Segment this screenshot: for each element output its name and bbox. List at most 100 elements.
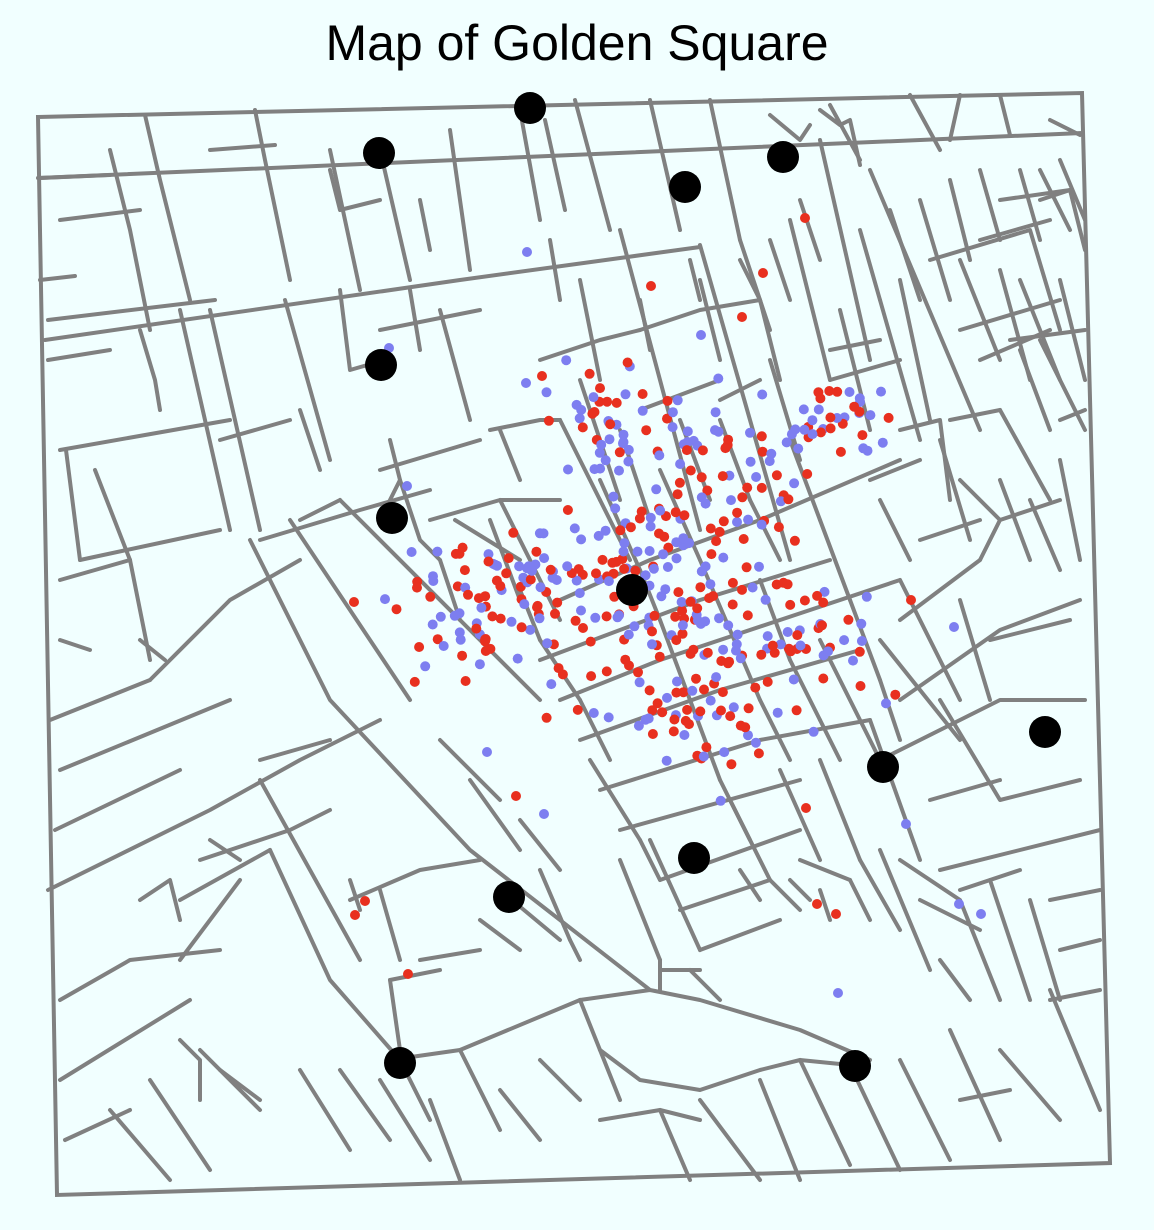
death-point-red [890,689,901,700]
death-point-blue [618,546,629,557]
street-segment [478,918,522,952]
death-point-red [545,564,556,575]
street-segment [598,1048,852,1092]
street-segment [688,968,722,1002]
death-point-red [647,729,658,739]
death-point-blue [718,644,729,655]
death-point-red [525,574,536,585]
death-point-blue [661,755,672,766]
death-point-blue [474,659,485,670]
street-segment [998,1048,1062,1122]
death-point-blue [745,427,755,438]
street-segment [958,258,1002,362]
street-segment [998,408,1052,502]
death-point-blue [647,639,657,650]
street-segment [498,1088,542,1142]
death-point-blue [743,514,754,525]
death-point-blue [576,605,586,616]
death-point-blue [435,611,446,622]
death-point-red [511,791,521,801]
death-point-red [615,525,626,536]
death-point-blue [715,795,726,806]
death-point-red [688,644,699,655]
death-point-blue [813,404,824,415]
death-point-blue [807,415,818,426]
street-segment [658,828,802,882]
death-point-blue [807,429,818,440]
death-point-red [601,666,612,677]
death-point-blue [428,571,438,582]
death-point-blue [788,674,799,685]
street-segment [138,878,182,922]
street-segment [818,108,862,167]
death-point-red [758,268,768,278]
death-point-blue [633,720,644,731]
street-segment [178,848,272,902]
death-point-blue [789,478,800,489]
death-point-red [625,522,636,533]
street-segment [918,898,982,932]
death-point-blue [844,387,855,397]
death-point-red [633,667,643,678]
street-segment [858,228,882,302]
street-segment [38,274,77,282]
death-point-red [543,415,554,426]
death-point-red [480,646,491,656]
street-segment [988,878,1032,1002]
death-point-red [756,431,767,442]
death-point-blue [723,620,734,631]
death-point-blue [833,988,843,998]
street-segment [588,758,642,842]
death-point-blue [574,588,585,599]
street-segment [1038,168,1072,232]
death-point-blue [672,676,682,687]
street-segment [578,278,602,382]
death-point-red [614,447,625,458]
street-segment [948,93,962,142]
death-point-red [552,597,563,608]
death-point-blue [538,528,549,539]
street-segment [638,298,762,332]
death-point-blue [793,443,804,454]
death-point-blue [632,546,643,557]
death-point-blue [684,538,695,549]
death-point-red [654,528,664,539]
street-segment [648,98,682,232]
death-point-red [802,469,813,479]
street-segment [378,438,482,472]
street-segment [64,448,82,562]
death-point-red [824,386,835,396]
death-point-red [578,623,588,633]
street-segment [698,918,782,952]
street-segment [938,438,972,542]
street-segment [778,768,822,862]
death-point-red [825,423,836,434]
death-point-red [695,706,706,717]
death-point-red [906,595,916,605]
street-segment [998,188,1087,252]
death-point-blue [432,546,443,557]
street-segment [718,778,752,842]
street-segment [428,1098,462,1182]
death-point-blue [521,378,531,388]
street-segment [598,478,642,572]
street-segment [1048,118,1082,137]
death-point-red [725,711,736,722]
death-point-red [630,565,641,576]
street-segment [718,378,762,402]
street-segment [818,718,842,762]
death-point-red [672,489,683,500]
death-point-blue [519,599,530,610]
death-point-red [732,507,743,518]
street-segment [138,638,167,662]
death-point-blue [711,672,722,683]
death-point-blue [672,395,683,406]
death-point-red [677,605,688,616]
death-point-red [857,430,868,441]
death-point-blue [676,597,687,607]
death-point-blue [954,899,964,909]
death-point-blue [710,425,720,436]
street-segment [948,408,1002,422]
death-point-red [647,705,658,716]
